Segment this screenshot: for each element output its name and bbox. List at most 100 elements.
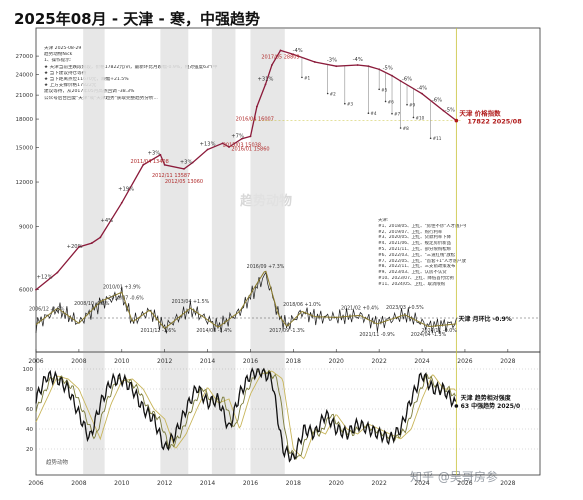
segment-change-label: +19% bbox=[118, 186, 134, 192]
policy-marker-label: #4 bbox=[370, 111, 377, 116]
price-point bbox=[163, 164, 166, 166]
legend-line: #8、2022/11、卫红、三支箭政策发布 bbox=[378, 264, 456, 270]
price-series-label: 天津 价格指数 bbox=[459, 109, 501, 118]
zhihu-watermark: 知乎 @吴哥房参 bbox=[410, 470, 498, 484]
xtick-label: 2010 bbox=[114, 480, 129, 487]
policy-marker-dot bbox=[301, 76, 303, 79]
xtick-label: 2010 bbox=[114, 358, 129, 365]
legend-line: #4、2021/06、卫红、规定房价新品 bbox=[378, 241, 452, 247]
event-label: 2012/05 13060 bbox=[165, 179, 203, 185]
price-point bbox=[56, 271, 59, 274]
xtick-label: 2028 bbox=[500, 480, 515, 487]
segment-change-label: -5% bbox=[445, 108, 455, 114]
page-title: 2025年08月 - 天津 - 寒，中强趋势 bbox=[14, 10, 260, 28]
price-point bbox=[90, 242, 93, 244]
xtick-label: 2026 bbox=[457, 358, 472, 365]
price-point bbox=[35, 288, 37, 291]
event-label: 2017/05 28809 bbox=[261, 54, 299, 60]
xtick-label: 2006 bbox=[28, 358, 43, 365]
mom-annotation: 2021/11 -0.9% bbox=[359, 332, 395, 338]
policy-marker-dot bbox=[412, 116, 415, 119]
legend-line: #11、2024/05、卫红、取消限购 bbox=[378, 281, 446, 287]
note-line: ★ 天津当前主跌段阶段，价格17822元/㎡，最新环比月跌幅-0.9%，相对强度… bbox=[44, 64, 218, 70]
price-point bbox=[421, 92, 423, 95]
price-ytick-label: 21000 bbox=[16, 93, 34, 99]
mom-annotation: 2017/09 -1.3% bbox=[269, 328, 305, 334]
downtrend-shade-band bbox=[160, 353, 189, 474]
rs-ytick-label: 60 bbox=[26, 407, 33, 413]
xtick-label: 2006 bbox=[28, 480, 43, 487]
mom-annotation: 2010/07 -0.6% bbox=[108, 295, 144, 301]
xtick-label: 2014 bbox=[200, 480, 215, 487]
mom-annotation: 2016/09 +7.3% bbox=[247, 264, 285, 270]
mom-annotation: 2013/04 +1.5% bbox=[172, 299, 210, 305]
price-ytick-label: 9000 bbox=[19, 225, 33, 231]
segment-change-label: -4% bbox=[293, 48, 303, 54]
rs-ytick-label: 20 bbox=[26, 447, 33, 453]
policy-marker-dot bbox=[391, 112, 393, 115]
mom-annotation: 2010/01 +3.9% bbox=[103, 285, 141, 291]
policy-marker-dot bbox=[429, 137, 432, 140]
price-point bbox=[271, 64, 273, 66]
downtrend-shade-band bbox=[250, 29, 285, 351]
policy-marker-label: #3 bbox=[347, 102, 354, 107]
event-label: 2011/04 13408 bbox=[131, 159, 169, 165]
xtick-label: 2016 bbox=[243, 480, 258, 487]
downtrend-shade-band bbox=[250, 353, 285, 474]
xtick-label: 2016 bbox=[243, 358, 258, 365]
xtick-label: 2024 bbox=[414, 480, 429, 487]
policy-marker-dot bbox=[399, 127, 402, 129]
price-point bbox=[221, 142, 224, 145]
downtrend-shade-band bbox=[160, 29, 189, 351]
event-label: 2016/01 15860 bbox=[231, 146, 269, 152]
legend-line: #9、2023/03、卫红、认房不认贷 bbox=[378, 270, 447, 276]
segment-change-label: +3% bbox=[180, 159, 193, 165]
policy-marker-label: #10 bbox=[415, 115, 424, 120]
xtick-label: 2018 bbox=[286, 480, 301, 487]
xtick-label: 2028 bbox=[500, 358, 515, 365]
price-point bbox=[240, 137, 243, 140]
rs-ytick-label: 100 bbox=[23, 367, 34, 373]
note-line: 1、操作提示: bbox=[44, 58, 72, 64]
policy-marker-dot bbox=[378, 88, 380, 91]
price-point bbox=[142, 164, 145, 166]
mom-annotation: 2018/06 +1.0% bbox=[283, 302, 321, 308]
price-ytick-label: 15000 bbox=[16, 145, 34, 151]
price-point bbox=[256, 105, 258, 108]
xtick-label: 2014 bbox=[200, 358, 215, 365]
xtick-label: 2008 bbox=[71, 358, 86, 365]
legend-line: #10、2023/07、卫红、降低首付比例 bbox=[378, 275, 454, 281]
legend-line: #5、2021/11、卫红、部分限购松绑 bbox=[378, 246, 452, 252]
mom-series-label: 天津 月环比 -0.9% bbox=[459, 315, 512, 323]
xtick-label: 2026 bbox=[457, 480, 472, 487]
price-ytick-label: 6000 bbox=[19, 288, 33, 294]
policy-marker-label: #8 bbox=[403, 126, 410, 131]
price-point bbox=[120, 201, 123, 204]
xtick-label: 2018 bbox=[286, 358, 301, 365]
policy-marker-label: #9 bbox=[409, 103, 416, 108]
downtrend-shade-band bbox=[83, 353, 105, 474]
price-point bbox=[228, 146, 230, 148]
xtick-label: 2012 bbox=[157, 480, 172, 487]
price-current-label: 17822 2025/08 bbox=[467, 118, 522, 126]
price-ytick-label: 24000 bbox=[16, 72, 34, 78]
price-point bbox=[292, 53, 295, 56]
policy-marker-dot bbox=[367, 112, 370, 114]
rs-current-dot bbox=[454, 404, 459, 408]
policy-marker-label: #11 bbox=[433, 136, 442, 141]
price-point bbox=[206, 148, 209, 151]
price-ytick-label: 18000 bbox=[16, 117, 34, 123]
event-label: 2016/04 16007 bbox=[236, 117, 274, 123]
policy-event-legend: 天津:#1、2018/05、卫红、"房住不炒"人才落户券商及已达过#2、2019… bbox=[378, 218, 466, 288]
xtick-label: 2012 bbox=[157, 358, 172, 365]
note-line: 天津 2025-08-29 bbox=[44, 46, 82, 51]
note-line: ★ 当下建议持仓等待 bbox=[44, 70, 87, 76]
legend-line: #2、2019/07、卫红、购行利率 bbox=[378, 229, 443, 235]
price-point bbox=[183, 167, 185, 170]
mom-annotation: 2006/12 -2.6% bbox=[29, 307, 65, 313]
segment-change-label: +31% bbox=[258, 76, 274, 82]
segment-change-label: +7% bbox=[231, 133, 244, 139]
segment-change-label: +13% bbox=[200, 141, 216, 147]
legend-line: #7、2022/05、卫红、"首套+1"人才落户放开 bbox=[378, 258, 466, 264]
segment-change-label: -5% bbox=[383, 66, 393, 72]
